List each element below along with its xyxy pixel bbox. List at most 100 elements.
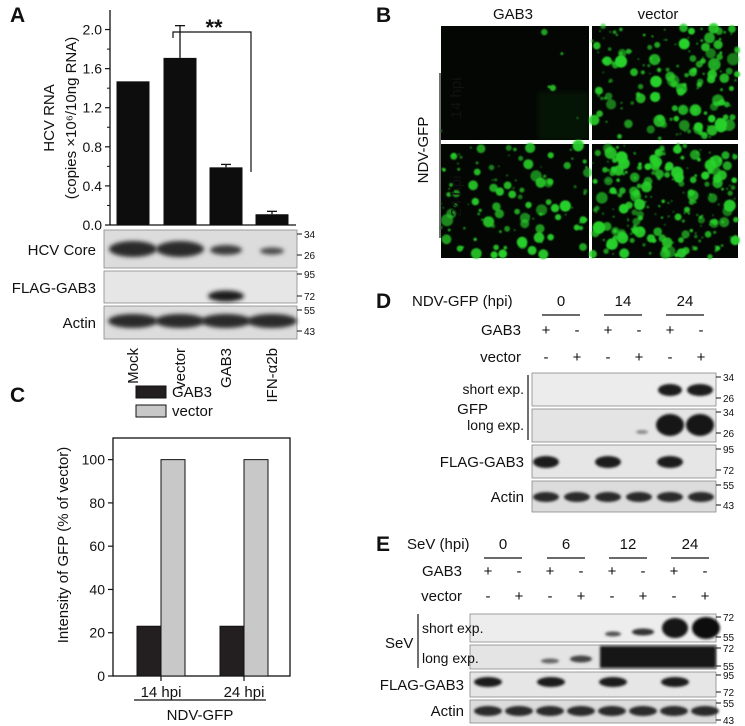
panel-e-sign: + bbox=[515, 588, 524, 605]
panel-b-row-14hpi: 14 hpi bbox=[448, 78, 465, 119]
panel-a-marker-43: 43 bbox=[304, 327, 316, 338]
panel-e: E SeV (hpi) 0 6 12 24 GAB3 vector + - + - + - + - -… bbox=[376, 533, 735, 726]
panel-a-lane-labels: Mock vector GAB3 IFN-α2b bbox=[125, 348, 281, 403]
panel-d-row-flag-gab3: FLAG-GAB3 bbox=[440, 454, 524, 471]
panel-e-sev-label: SeV bbox=[385, 635, 413, 652]
panel-a-ytick-label: 0.0 bbox=[83, 217, 103, 233]
panel-c-ytick-label: 0 bbox=[97, 668, 105, 684]
panel-e-sign: + bbox=[484, 563, 493, 580]
panel-label-a: A bbox=[10, 4, 25, 27]
panel-b-col-gab3: GAB3 bbox=[493, 6, 533, 23]
panel-c-group-label: NDV-GFP bbox=[167, 707, 234, 724]
panel-d: D NDV-GFP (hpi) 0 14 24 GAB3 vector + - + - + -… bbox=[376, 290, 735, 513]
panel-e-sign: - bbox=[610, 588, 615, 605]
panel-label-c: C bbox=[10, 384, 25, 407]
panel-d-marker-26a: 26 bbox=[723, 394, 735, 405]
panel-d-marker-26b: 26 bbox=[723, 429, 735, 440]
panel-a-bar bbox=[209, 167, 243, 225]
panel-d-sign: - bbox=[699, 322, 704, 339]
panel-e-header: SeV (hpi) bbox=[407, 536, 470, 553]
panel-a-bar-chart: 0.0 0.4 0.8 1.2 1.6 2.0 bbox=[83, 10, 296, 233]
panel-d-marker-34b: 34 bbox=[723, 408, 735, 419]
panel-b: B GAB3 vector 14 hpi 24 hpi NDV-GFP bbox=[376, 4, 741, 260]
panel-e-sign: + bbox=[608, 563, 617, 580]
panel-a-significance-bracket bbox=[172, 31, 252, 172]
panel-d-timepoints: 0 14 24 bbox=[542, 293, 704, 316]
panel-e-sign: - bbox=[641, 563, 646, 580]
panel-c-ytick-label: 20 bbox=[89, 625, 105, 641]
panel-d-blot-gfp-short bbox=[531, 372, 717, 407]
panel-c-xtick-label: 24 hpi bbox=[224, 684, 265, 701]
panel-e-row-flag-gab3: FLAG-GAB3 bbox=[380, 677, 464, 694]
panel-a-bar bbox=[255, 214, 289, 225]
panel-d-marker-95: 95 bbox=[723, 445, 735, 456]
lane-label-gab3: GAB3 bbox=[218, 348, 235, 388]
panel-a-marker-95: 95 bbox=[304, 270, 316, 281]
panel-e-timepoint-24: 24 bbox=[682, 536, 699, 553]
panel-a-row-hcv-core: HCV Core bbox=[28, 242, 96, 259]
panel-e-blot-flag-gab3 bbox=[469, 671, 717, 698]
lane-label-vector: vector bbox=[172, 348, 189, 389]
panel-b-row-24hpi: 24 hpi bbox=[448, 176, 465, 217]
panel-a-ytick-label: 1.6 bbox=[83, 61, 103, 77]
panel-a-ytick-label: 0.4 bbox=[83, 178, 103, 194]
panel-e-sign: - bbox=[486, 588, 491, 605]
panel-a: A HCV RNA (copies ×10⁶/10ng RNA) 0.00.40… bbox=[10, 4, 316, 403]
panel-e-signs: + - + - + - + - - + - + - + - + bbox=[484, 563, 710, 605]
panel-d-sign: + bbox=[542, 322, 551, 339]
panel-c-bar-gab3 bbox=[219, 625, 245, 677]
panel-a-blot-flag-gab3 bbox=[103, 270, 298, 304]
panel-e-timepoints: 0 6 12 24 bbox=[484, 536, 709, 559]
panel-c-legend: GAB3 vector bbox=[135, 384, 213, 420]
panel-d-timepoint-24: 24 bbox=[677, 293, 694, 310]
panel-d-blot-gfp-long bbox=[531, 408, 717, 443]
micrograph-vector-14hpi bbox=[588, 23, 741, 140]
panel-d-short-exp: short exp. bbox=[463, 381, 524, 397]
panel-e-blot-sev-long bbox=[469, 644, 717, 670]
panel-c-bar-vector bbox=[243, 459, 269, 677]
panel-d-marker-43: 43 bbox=[723, 501, 735, 512]
panel-e-long-exp: long exp. bbox=[422, 650, 479, 666]
panel-e-marker-43: 43 bbox=[723, 716, 735, 726]
panel-e-marker-72c: 72 bbox=[723, 688, 735, 699]
panel-a-ylabel-line2: (copies ×10⁶/10ng RNA) bbox=[63, 37, 80, 200]
panel-e-timepoint-6: 6 bbox=[562, 536, 570, 553]
panel-d-signs: + - + - + - - + - + - + bbox=[542, 322, 706, 366]
panel-a-row-actin: Actin bbox=[63, 315, 96, 332]
panel-label-b: B bbox=[376, 4, 391, 27]
panel-e-timepoint-12: 12 bbox=[620, 536, 637, 553]
panel-e-row-actin: Actin bbox=[431, 703, 464, 720]
panel-d-sign: + bbox=[604, 322, 613, 339]
panel-d-sign: - bbox=[637, 322, 642, 339]
panel-d-long-exp: long exp. bbox=[467, 417, 524, 433]
panel-d-gfp-label: GFP bbox=[457, 401, 488, 418]
panel-e-sign: - bbox=[548, 588, 553, 605]
panel-a-marker-34: 34 bbox=[304, 230, 316, 241]
panel-d-sign: + bbox=[697, 349, 706, 366]
panel-e-sign: + bbox=[670, 563, 679, 580]
panel-e-timepoint-0: 0 bbox=[499, 536, 507, 553]
panel-d-marker-34a: 34 bbox=[723, 373, 735, 384]
panel-d-blots: GFP short exp. long exp. FLAG-GAB3 Actin… bbox=[440, 372, 735, 513]
panel-e-sign: - bbox=[672, 588, 677, 605]
panel-a-row-flag-gab3: FLAG-GAB3 bbox=[12, 280, 96, 297]
panel-c-bar-gab3 bbox=[136, 625, 162, 677]
panel-c-ytick-label: 40 bbox=[89, 581, 105, 597]
panel-label-e: E bbox=[376, 533, 390, 556]
panel-d-sign: + bbox=[635, 349, 644, 366]
panel-a-significance: ** bbox=[205, 15, 223, 40]
panel-label-d: D bbox=[376, 290, 391, 313]
panel-d-sign: - bbox=[606, 349, 611, 366]
panel-e-marker-55a: 55 bbox=[723, 633, 735, 644]
panel-d-gab3-label: GAB3 bbox=[481, 322, 521, 339]
panel-e-marker-72a: 72 bbox=[723, 613, 735, 624]
panel-c-ylabel: Intensity of GFP (% of vector) bbox=[55, 447, 72, 643]
panel-e-sign: + bbox=[701, 588, 710, 605]
panel-a-bar bbox=[116, 81, 150, 225]
panel-d-sign: - bbox=[544, 349, 549, 366]
panel-e-short-exp: short exp. bbox=[422, 620, 483, 636]
panel-a-blot-hcv-core bbox=[103, 229, 298, 269]
panel-a-ytick-label: 0.8 bbox=[83, 139, 103, 155]
panel-d-blot-flag-gab3 bbox=[531, 444, 717, 479]
